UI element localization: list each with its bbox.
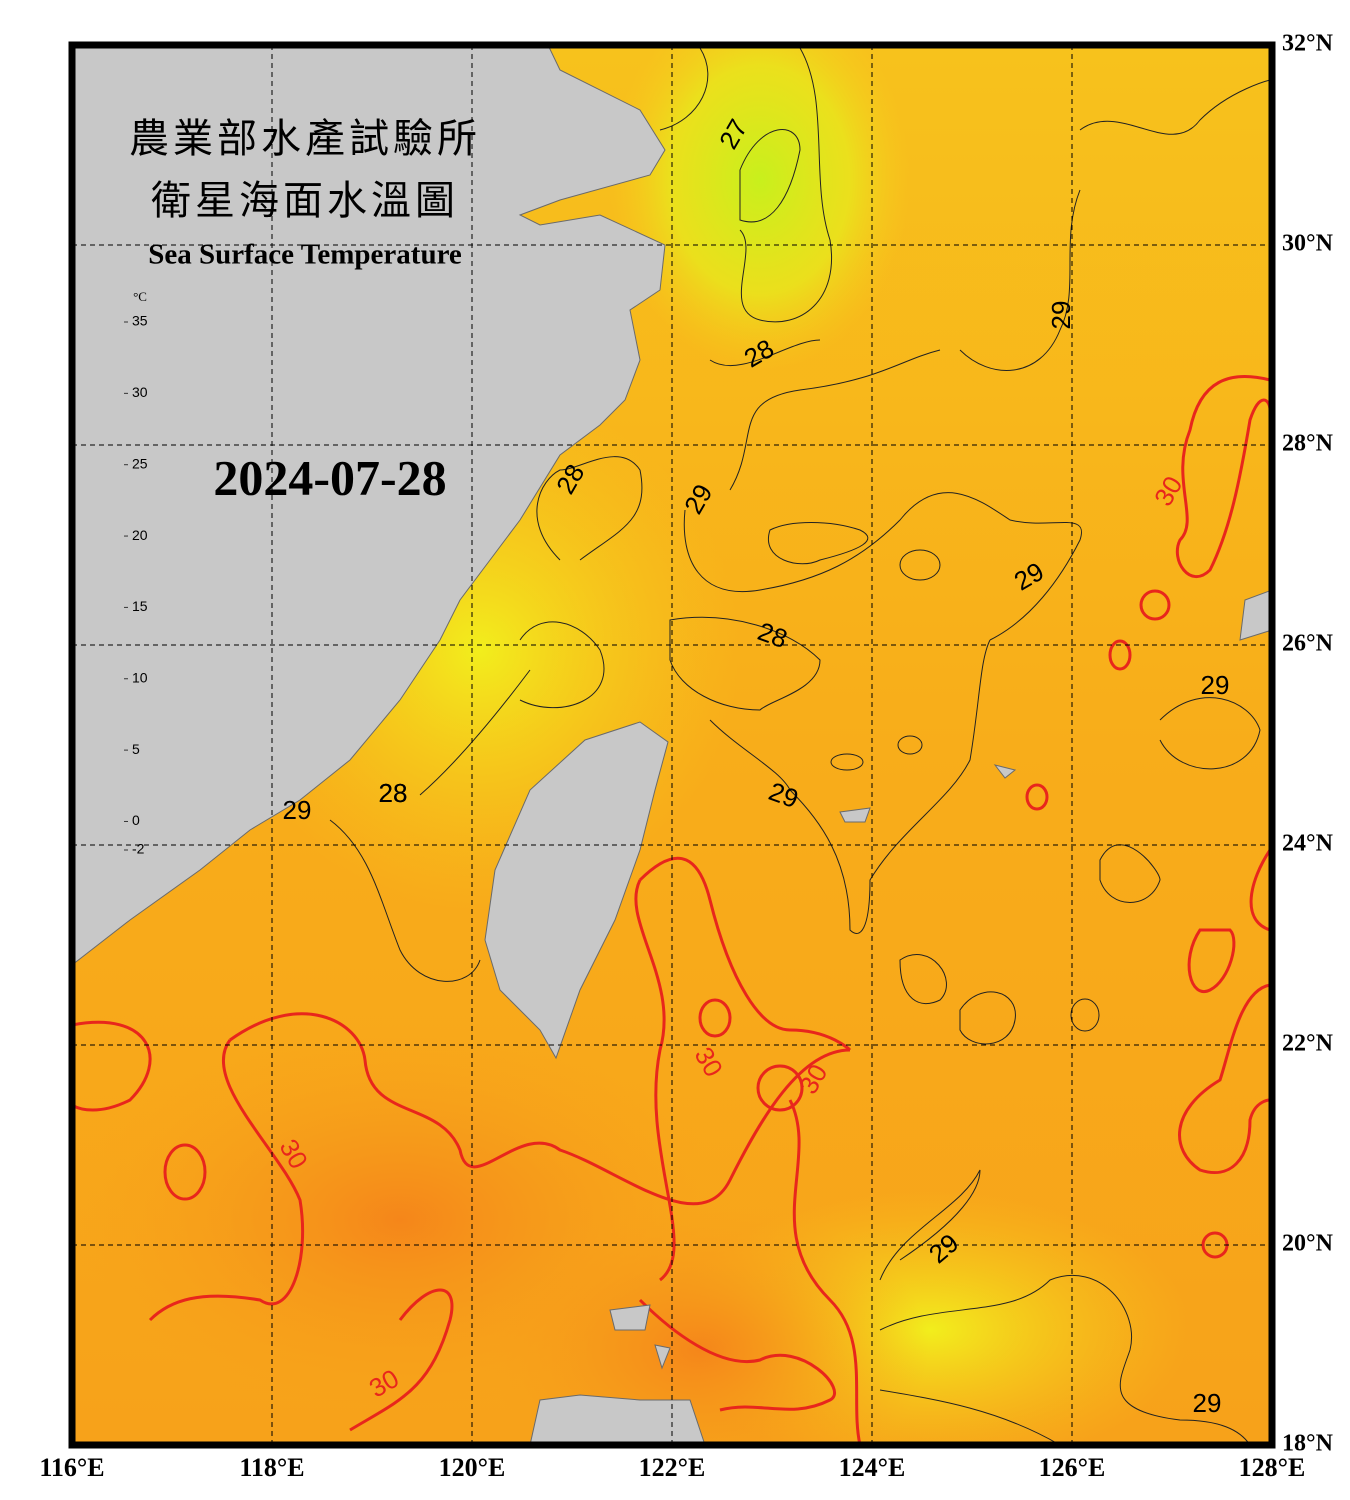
colorbar-label: 20 — [132, 527, 148, 543]
contour-label: 29 — [1201, 670, 1230, 700]
contour-label: 29 — [1193, 1388, 1222, 1418]
contour-30 — [72, 375, 1272, 1445]
lon-label: 122°E — [639, 1453, 706, 1482]
colorbar-label: 5 — [132, 741, 140, 757]
land — [72, 45, 1272, 1445]
colorbar-label: 15 — [132, 598, 148, 614]
colorbar-label: 0 — [132, 812, 140, 828]
lat-label: 32°N — [1282, 31, 1334, 57]
lat-label: 18°N — [1282, 1431, 1334, 1457]
axis-labels: 116°E 118°E 120°E 122°E 124°E 126°E 128°E 32°N 3… — [39, 31, 1333, 1482]
colorbar-label: 30 — [132, 384, 148, 400]
warm-water — [470, 1200, 930, 1445]
date: 2024-07-28 — [213, 449, 446, 505]
lon-label: 126°E — [1039, 1453, 1106, 1482]
lat-label: 20°N — [1282, 1231, 1334, 1257]
lon-label: 116°E — [39, 1453, 104, 1482]
contour-label: 28 — [379, 778, 408, 808]
subtitle: Sea Surface Temperature — [148, 239, 462, 271]
title-line: 衛星海面水溫圖 — [151, 178, 459, 223]
colorbar-label: 10 — [132, 669, 148, 685]
map-frame — [68, 41, 1276, 1449]
colorbar-ticks: 35 30 25 20 15 10 5 0 -2 — [124, 313, 148, 857]
contour-lines — [329, 47, 1271, 1445]
lat-label: 28°N — [1282, 431, 1334, 457]
lon-label: 118°E — [239, 1453, 304, 1482]
lat-label: 26°N — [1282, 631, 1334, 657]
colorbar-label: -2 — [132, 841, 145, 857]
lon-label: 128°E — [1239, 1453, 1306, 1482]
lon-label: 124°E — [839, 1453, 906, 1482]
lat-label: 24°N — [1282, 831, 1334, 857]
title-line: 農業部水產試驗所 — [129, 116, 481, 161]
lat-label: 22°N — [1282, 1031, 1334, 1057]
contour-label: 29 — [283, 795, 312, 825]
contour-label: 29 — [1046, 301, 1076, 330]
cool-water — [610, 45, 910, 370]
colorbar-label: 25 — [132, 455, 148, 471]
contour-label: 28 — [379, 778, 408, 808]
lon-label: 120°E — [439, 1453, 506, 1482]
colorbar-unit: °C — [133, 289, 147, 304]
lat-label: 30°N — [1282, 231, 1334, 257]
graticule — [72, 45, 1272, 1445]
colorbar-label: 35 — [132, 313, 148, 329]
